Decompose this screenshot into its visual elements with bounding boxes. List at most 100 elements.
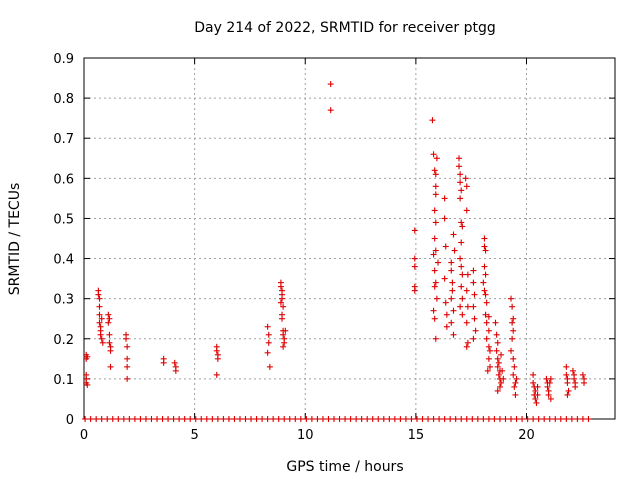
data-point bbox=[433, 295, 440, 302]
data-point bbox=[463, 207, 470, 214]
data-point bbox=[327, 81, 334, 88]
data-point bbox=[532, 387, 539, 394]
data-point bbox=[442, 299, 449, 306]
data-point bbox=[530, 416, 537, 422]
data-point bbox=[483, 335, 490, 342]
data-point bbox=[458, 239, 465, 246]
data-point bbox=[106, 339, 113, 346]
x-tick-label: 10 bbox=[297, 428, 314, 443]
data-point bbox=[447, 416, 454, 422]
data-point bbox=[411, 227, 418, 234]
data-point bbox=[552, 416, 559, 422]
data-point bbox=[98, 315, 105, 322]
data-point bbox=[292, 416, 299, 422]
data-point bbox=[482, 247, 489, 254]
data-point bbox=[568, 416, 575, 422]
data-point bbox=[512, 391, 519, 398]
data-point bbox=[481, 263, 488, 270]
data-point bbox=[452, 416, 459, 422]
data-point bbox=[481, 243, 488, 250]
data-point bbox=[131, 416, 138, 422]
data-point bbox=[458, 283, 465, 290]
data-point bbox=[441, 416, 448, 422]
data-point bbox=[432, 191, 439, 198]
data-point bbox=[107, 363, 114, 370]
axis-ticks: 0 0.1 0.2 0.3 0.4 0.5 0.6 0.7 0.8 0.9 0 5 10 15 20 bbox=[53, 52, 615, 443]
data-point bbox=[485, 343, 492, 350]
data-point bbox=[494, 355, 501, 362]
data-point bbox=[402, 416, 409, 422]
data-point bbox=[432, 219, 439, 226]
data-point bbox=[459, 295, 466, 302]
data-point bbox=[574, 416, 581, 422]
data-point bbox=[432, 335, 439, 342]
y-tick-label: 0.4 bbox=[53, 253, 74, 268]
data-point bbox=[482, 311, 489, 318]
data-point bbox=[279, 315, 286, 322]
data-point bbox=[508, 347, 515, 354]
data-point bbox=[458, 219, 465, 226]
data-point bbox=[430, 251, 437, 258]
data-point bbox=[431, 207, 438, 214]
data-point bbox=[159, 416, 166, 422]
data-point bbox=[519, 416, 526, 422]
data-point bbox=[432, 171, 439, 178]
data-point bbox=[502, 416, 509, 422]
data-point bbox=[97, 331, 104, 338]
data-point bbox=[499, 367, 506, 374]
y-tick-label: 0 bbox=[66, 413, 74, 428]
data-point bbox=[181, 416, 188, 422]
data-point bbox=[509, 319, 516, 326]
data-point bbox=[106, 315, 113, 322]
data-point bbox=[126, 416, 133, 422]
data-point bbox=[457, 303, 464, 310]
data-point bbox=[481, 287, 488, 294]
data-point bbox=[124, 363, 131, 370]
data-point bbox=[463, 287, 470, 294]
data-point bbox=[564, 391, 571, 398]
data-point bbox=[236, 416, 243, 422]
data-point bbox=[464, 271, 471, 278]
data-point bbox=[411, 263, 418, 270]
data-point bbox=[441, 215, 448, 222]
data-point bbox=[96, 303, 103, 310]
data-point bbox=[431, 235, 438, 242]
data-point bbox=[496, 383, 503, 390]
data-point bbox=[492, 319, 499, 326]
data-point bbox=[579, 371, 586, 378]
data-point bbox=[482, 291, 489, 298]
data-point bbox=[458, 416, 465, 422]
data-point bbox=[495, 359, 502, 366]
data-point bbox=[534, 383, 541, 390]
data-point bbox=[463, 319, 470, 326]
data-point bbox=[115, 416, 122, 422]
data-point bbox=[170, 416, 177, 422]
data-point bbox=[480, 416, 487, 422]
data-point bbox=[431, 283, 438, 290]
data-point bbox=[425, 416, 432, 422]
data-point bbox=[486, 363, 493, 370]
data-point bbox=[104, 416, 111, 422]
data-point bbox=[280, 303, 287, 310]
data-point bbox=[275, 416, 282, 422]
data-point bbox=[98, 335, 105, 342]
data-point bbox=[106, 331, 113, 338]
data-point bbox=[431, 267, 438, 274]
data-point bbox=[432, 247, 439, 254]
data-point bbox=[95, 291, 102, 298]
data-point bbox=[524, 416, 531, 422]
data-point bbox=[270, 416, 277, 422]
data-point bbox=[364, 416, 371, 422]
data-point bbox=[563, 371, 570, 378]
y-tick-label: 0.5 bbox=[53, 212, 74, 227]
data-point bbox=[431, 167, 438, 174]
data-point bbox=[124, 375, 131, 382]
data-point bbox=[581, 379, 588, 386]
data-point bbox=[411, 287, 418, 294]
data-point bbox=[498, 379, 505, 386]
data-point bbox=[463, 183, 470, 190]
data-point bbox=[303, 416, 310, 422]
data-point bbox=[458, 187, 465, 194]
data-point bbox=[443, 311, 450, 318]
data-point bbox=[120, 416, 127, 422]
